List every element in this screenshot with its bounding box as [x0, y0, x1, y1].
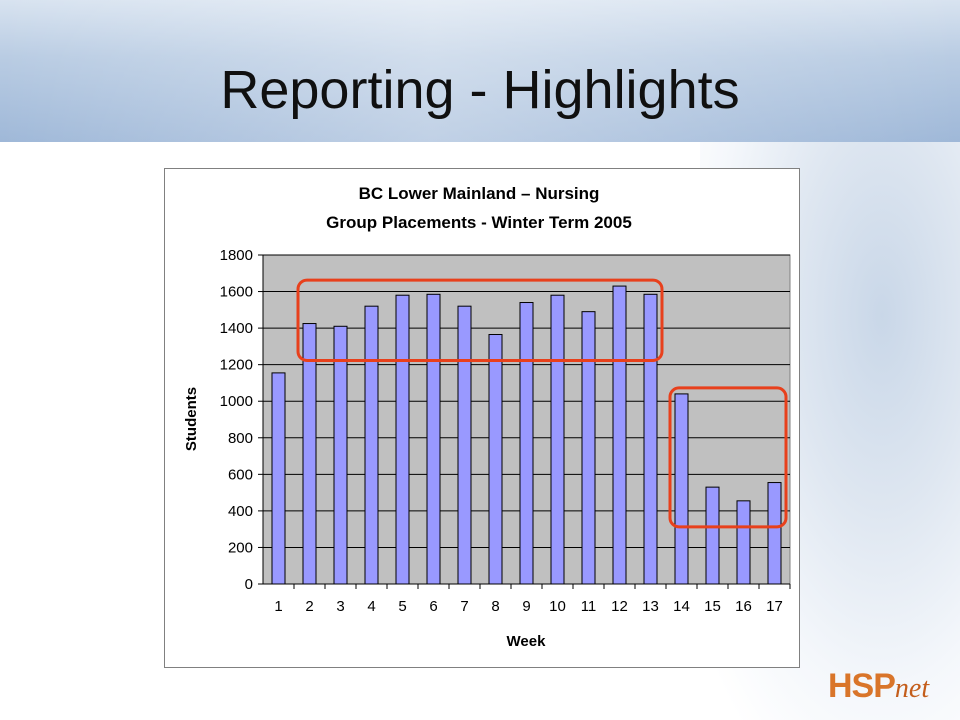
y-axis-title: Students — [183, 387, 200, 451]
y-tick-label: 600 — [228, 466, 253, 483]
bar-week-9 — [519, 302, 534, 585]
x-tick-labels: 1 2 3 4 5 6 7 8 9 10 11 12 13 14 15 16 17 — [274, 598, 783, 615]
x-tick-label: 16 — [735, 598, 752, 615]
chart-title: BC Lower Mainland – Nursing — [359, 184, 600, 203]
x-tick-label: 12 — [611, 598, 628, 615]
bar-chart: BC Lower Mainland – Nursing Group Placem… — [183, 184, 791, 650]
x-tick-label: 17 — [766, 598, 783, 615]
y-tick-label: 800 — [228, 430, 253, 447]
chart-frame: BC Lower Mainland – Nursing Group Placem… — [164, 168, 800, 668]
x-tick-label: 5 — [398, 598, 406, 615]
bar-week-7 — [457, 305, 472, 585]
header-band — [0, 0, 960, 142]
x-tick-label: 3 — [336, 598, 344, 615]
bars — [271, 285, 782, 585]
bar-week-17 — [767, 482, 782, 585]
x-tick-label: 1 — [274, 598, 282, 615]
highlight-box-1 — [296, 278, 664, 363]
x-tick-label: 14 — [673, 598, 690, 615]
chart-subtitle: Group Placements - Winter Term 2005 — [326, 213, 632, 232]
y-tick-label: 400 — [228, 503, 253, 520]
bar-week-5 — [395, 294, 410, 585]
y-tick-label: 1400 — [220, 320, 253, 337]
bar-week-16 — [736, 500, 751, 585]
y-tick-label: 200 — [228, 539, 253, 556]
y-tick-label: 1200 — [220, 357, 253, 374]
x-tick-label: 6 — [429, 598, 437, 615]
x-axis-title: Week — [507, 633, 547, 650]
x-tick-label: 4 — [367, 598, 375, 615]
bar-week-6 — [426, 293, 441, 585]
bar-week-12 — [612, 285, 627, 585]
x-tick-label: 7 — [460, 598, 468, 615]
y-tick-label: 1600 — [220, 284, 253, 301]
x-tick-label: 11 — [581, 598, 597, 615]
y-tick-labels: 0 200 400 600 800 1000 1200 1400 1600 1800 — [220, 247, 253, 593]
x-tick-label: 9 — [522, 598, 530, 615]
bar-week-10 — [550, 294, 565, 585]
bar-week-2 — [302, 323, 317, 585]
y-tick-label: 1800 — [220, 247, 253, 264]
bar-week-13 — [643, 293, 658, 585]
y-tick-label: 1000 — [220, 393, 253, 410]
x-tick-label: 13 — [642, 598, 659, 615]
x-tick-label: 2 — [305, 598, 313, 615]
y-tick-label: 0 — [245, 576, 253, 593]
bar-week-4 — [364, 305, 379, 585]
bar-week-15 — [705, 486, 720, 585]
slide-title: Reporting - Highlights — [220, 60, 740, 120]
bar-week-1 — [271, 372, 286, 585]
hspnet-logo: HSPnet — [828, 667, 930, 705]
x-tick-label: 15 — [704, 598, 721, 615]
x-tick-label: 10 — [549, 598, 566, 615]
highlight-boxes — [296, 278, 788, 529]
bar-week-8 — [488, 334, 503, 585]
x-tick-label: 8 — [491, 598, 499, 615]
bar-week-11 — [581, 311, 596, 585]
highlight-box-2 — [668, 386, 788, 529]
bar-week-14 — [674, 393, 689, 585]
bar-week-3 — [333, 325, 348, 585]
